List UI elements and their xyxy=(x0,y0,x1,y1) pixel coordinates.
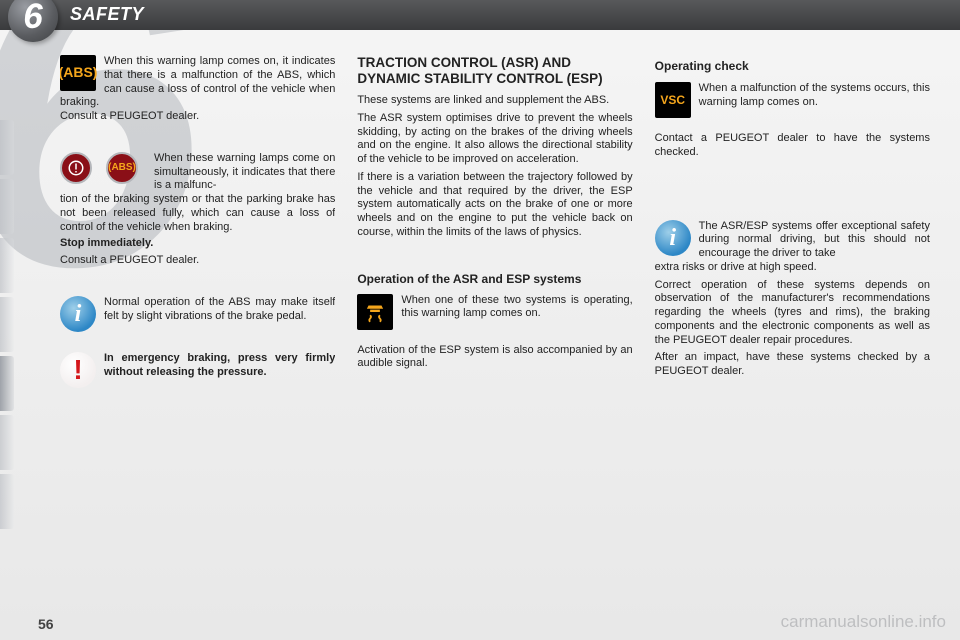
abs-warning-icon: (ABS) xyxy=(106,152,138,184)
abs-warning-block: (ABS) When this warning lamp comes on, i… xyxy=(60,55,335,124)
chapter-title: SAFETY xyxy=(70,4,144,25)
vsc-text: When a malfunction of the systems occurs… xyxy=(655,82,930,110)
warning-block: ! In emergency braking, press very firml… xyxy=(60,352,335,390)
column-1: (ABS) When this warning lamp comes on, i… xyxy=(60,55,335,610)
abs-icon: (ABS) xyxy=(60,55,96,91)
vsc-icon: VSC xyxy=(655,82,691,118)
brake-warning-icon xyxy=(60,152,92,184)
asr-info-cont-text: extra risks or drive at high speed. xyxy=(655,261,930,275)
column-2: TRACTION CONTROL (ASR) AND DYNAMIC STABI… xyxy=(357,55,632,610)
watermark: carmanualsonline.info xyxy=(781,612,946,632)
stop-immediately-text: Stop immediately. xyxy=(60,237,335,251)
double-warning-icons: (ABS) xyxy=(60,152,146,186)
brake-warning-block: (ABS) When these warning lamps come on s… xyxy=(60,152,335,268)
emergency-braking-text: In emergency braking, press very firmly … xyxy=(60,352,335,380)
traction-p1: These systems are linked and supplement … xyxy=(357,94,632,108)
correct-operation-text: Correct operation of these systems depen… xyxy=(655,279,930,348)
info-icon: i xyxy=(60,296,96,332)
operation-subheading: Operation of the ASR and ESP systems xyxy=(357,272,632,287)
brake-warning-cont-text: tion of the braking system or that the p… xyxy=(60,193,335,234)
operating-check-subheading: Operating check xyxy=(655,59,930,74)
info-block-2: i The ASR/ESP systems offer exceptional … xyxy=(655,220,930,379)
column-3: Operating check VSC When a malfunction o… xyxy=(655,55,930,610)
chapter-badge: 6 xyxy=(8,0,58,42)
brake-warning-text: When these warning lamps come on simulta… xyxy=(154,152,335,192)
traction-p2: The ASR system optimises drive to preven… xyxy=(357,112,632,167)
traction-p3: If there is a variation between the traj… xyxy=(357,171,632,240)
after-impact-text: After an impact, have these systems chec… xyxy=(655,351,930,379)
car-skid-icon xyxy=(357,294,393,330)
activation-text: Activation of the ESP system is also acc… xyxy=(357,344,632,372)
content-columns: (ABS) When this warning lamp comes on, i… xyxy=(60,55,930,610)
info-abs-text: Normal operation of the ABS may make its… xyxy=(60,296,335,324)
consult-dealer-text-2: Consult a PEUGEOT dealer. xyxy=(60,254,335,268)
manual-page: 6 6 SAFETY (ABS) When this warning lamp … xyxy=(0,0,960,640)
side-tabs xyxy=(0,120,14,600)
abs-warning-text: When this warning lamp comes on, it indi… xyxy=(60,55,335,110)
exclamation-icon: ! xyxy=(60,352,96,388)
asr-info-text: The ASR/ESP systems offer exceptional sa… xyxy=(699,220,930,260)
consult-dealer-text: Consult a PEUGEOT dealer. xyxy=(60,110,335,124)
car-warning-text: When one of these two systems is operati… xyxy=(357,294,632,322)
contact-dealer-text: Contact a PEUGEOT dealer to have the sys… xyxy=(655,132,930,160)
operation-block: Operation of the ASR and ESP systems Whe… xyxy=(357,272,632,372)
header-bar: 6 SAFETY xyxy=(0,0,960,30)
traction-heading: TRACTION CONTROL (ASR) AND DYNAMIC STABI… xyxy=(357,55,632,86)
info-block: i Normal operation of the ABS may make i… xyxy=(60,296,335,334)
page-number: 56 xyxy=(38,616,54,632)
info-icon-2: i xyxy=(655,220,691,256)
